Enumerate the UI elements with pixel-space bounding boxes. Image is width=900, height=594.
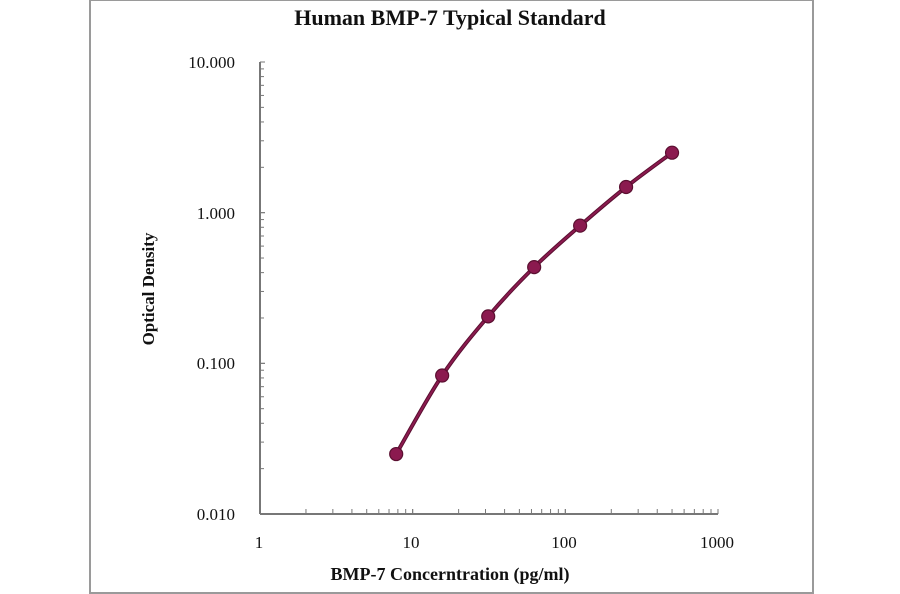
axes	[259, 61, 719, 515]
x-tick-label: 10	[402, 533, 420, 552]
y-tick-label: 1.000	[196, 204, 235, 223]
data-point	[618, 179, 634, 195]
data-point	[664, 145, 680, 160]
data-point	[435, 368, 450, 383]
data-point	[527, 260, 542, 275]
data-point	[481, 309, 496, 324]
data-series	[389, 145, 680, 462]
chart-title: Human BMP-7 Typical Standard	[294, 5, 606, 30]
x-tick-label: 1000	[700, 533, 734, 552]
y-tick-label: 0.010	[196, 505, 235, 524]
y-tick-label: 10.000	[188, 53, 235, 72]
x-tick-label: 1	[254, 533, 264, 552]
chart-frame	[89, 0, 814, 594]
data-point	[389, 446, 404, 462]
x-tick-label: 100	[551, 533, 577, 552]
data-point	[573, 218, 588, 233]
x-axis-label: BMP-7 Concerntration (pg/ml)	[330, 564, 570, 584]
y-tick-label: 0.100	[196, 354, 235, 373]
